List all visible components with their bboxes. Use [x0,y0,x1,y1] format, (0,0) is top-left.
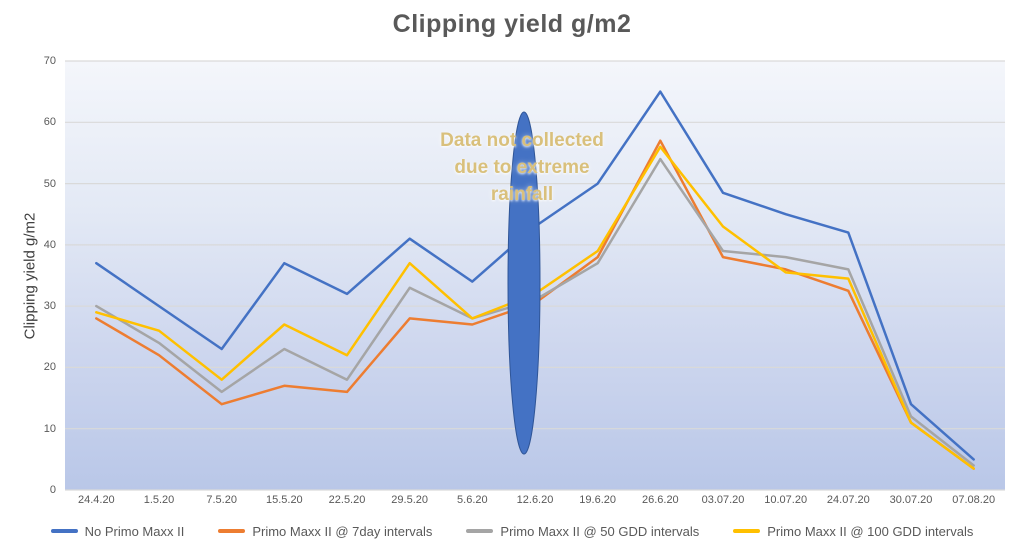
legend-swatch-icon [733,529,761,533]
annotation-line: rainfall [490,184,554,205]
x-tick-label: 03.07.20 [701,494,745,506]
x-tick-label: 26.6.20 [641,494,679,506]
x-tick-label: 19.6.20 [579,494,617,506]
x-tick-label: 22.5.20 [328,494,366,506]
x-tick-label: 29.5.20 [391,494,429,506]
legend-item-3: Primo Maxx II @ 100 GDD intervals [733,524,973,539]
legend-swatch-icon [50,529,78,533]
x-tick-label: 10.07.20 [764,494,808,506]
y-tick-label-40: 40 [43,238,56,251]
chart-title: Clipping yield g/m2 [392,10,632,38]
legend-label: No Primo Maxx II [84,523,185,539]
x-tick-label: 07.08.20 [952,494,996,506]
legend-label: Primo Maxx II @ 100 GDD intervals [767,523,974,539]
legend-item-0: No Primo Maxx II [50,523,185,539]
legend-item-1: Primo Maxx II @ 7day intervals [218,524,432,539]
legend: No Primo Maxx II Primo Maxx II @ 7day int… [0,519,1024,543]
x-tick-label: 1.5.20 [143,494,175,506]
y-tick-label-70: 70 [43,55,56,67]
x-tick-label: 30.07.20 [889,494,933,506]
y-tick-label-0: 0 [49,484,56,496]
legend-label: Primo Maxx II @ 50 GDD intervals [500,523,700,539]
x-tick-label: 5.6.20 [457,494,488,506]
annotation-text: Data not collected due to extreme rainfa… [411,127,633,208]
annotation-line: Data not collected [440,130,604,151]
y-tick-label-60: 60 [43,116,56,129]
y-tick-label-30: 30 [43,300,56,313]
x-tick-label: 15.5.20 [265,494,303,506]
y-tick-label-20: 20 [43,361,56,374]
legend-swatch-icon [218,529,246,533]
legend-label: Primo Maxx II @ 7day intervals [252,523,433,539]
x-tick-label: 24.07.20 [826,494,870,506]
annotation-line: due to extreme [454,157,590,178]
y-axis-title: Clipping yield g/m2 [21,212,39,340]
x-tick-label: 24.4.20 [77,494,115,506]
plot-background [65,61,1005,490]
x-tick-label: 12.6.20 [516,494,554,506]
x-tick-label: 7.5.20 [206,494,237,506]
y-tick-label-50: 50 [43,177,56,190]
y-tick-label-10: 10 [43,422,56,435]
legend-swatch-icon [466,529,494,533]
legend-item-2: Primo Maxx II @ 50 GDD intervals [466,524,699,539]
